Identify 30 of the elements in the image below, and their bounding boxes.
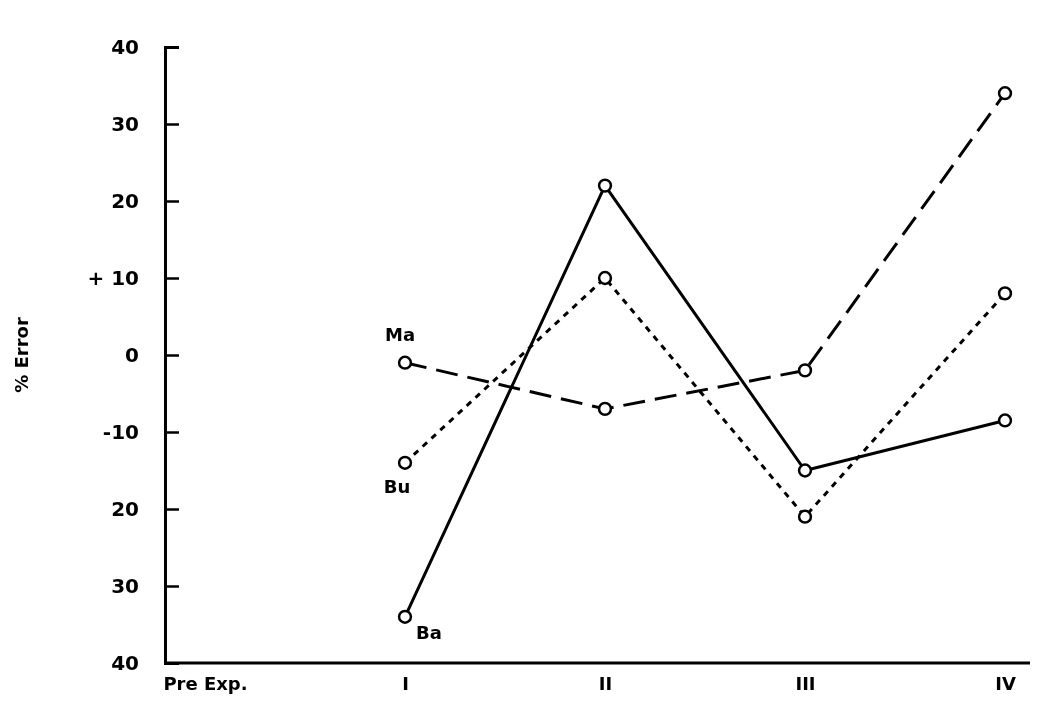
point <box>797 463 813 478</box>
point <box>797 363 813 378</box>
y-tick-label: 0 <box>125 342 139 367</box>
x-tick-label: I <box>402 672 409 694</box>
y-tick-label: 30 <box>111 573 139 598</box>
point <box>397 355 413 370</box>
point <box>597 270 613 286</box>
y-tick-label: 30 <box>111 111 139 136</box>
x-tick-label: II <box>598 672 613 694</box>
point <box>597 178 613 193</box>
point <box>397 609 413 624</box>
y-tick-label: + 10 <box>87 265 139 290</box>
x-tick-label: Pre Exp. <box>163 672 248 694</box>
point <box>397 455 413 470</box>
x-tick-label: III <box>795 672 816 694</box>
series-label: Ba <box>416 621 442 643</box>
y-tick-label: 20 <box>111 496 139 521</box>
y-tick-label: 20 <box>111 188 139 213</box>
y-tick-label: 40 <box>111 650 139 675</box>
series-label: Bu <box>383 475 411 497</box>
point <box>997 286 1013 301</box>
x-tick-label: IV <box>995 672 1016 694</box>
point <box>797 509 813 524</box>
y-tick-label: 40 <box>111 34 139 59</box>
y-tick-label: -10 <box>102 419 139 444</box>
point <box>997 413 1013 428</box>
point <box>597 401 613 417</box>
y-axis-title: % Error <box>11 317 32 393</box>
series-label: Ma <box>384 323 416 345</box>
point <box>997 86 1013 101</box>
